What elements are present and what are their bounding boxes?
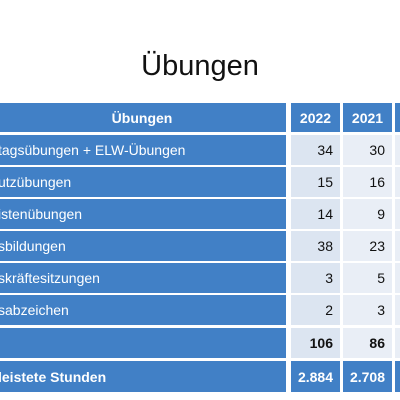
value-cell: 23 bbox=[343, 231, 392, 261]
row-label bbox=[0, 328, 286, 358]
value-cell: 14 bbox=[291, 199, 340, 229]
row-label: istenübungen bbox=[0, 199, 286, 229]
row-label: sbildungen bbox=[0, 231, 286, 261]
value-cell: 86 bbox=[343, 328, 392, 358]
value-cell: 3 bbox=[343, 295, 392, 325]
slide-title: Übungen bbox=[141, 50, 259, 82]
cut-cell bbox=[395, 295, 400, 325]
value-cell: 15 bbox=[291, 167, 340, 197]
value-cell: 2 bbox=[291, 295, 340, 325]
value-cell: 9 bbox=[343, 199, 392, 229]
value-cell: 106 bbox=[291, 328, 340, 358]
row-label: tagsübungen + ELW-Übungen bbox=[0, 135, 286, 165]
value-cell: 3 bbox=[291, 263, 340, 293]
cut-cell bbox=[395, 328, 400, 358]
column-header: 2022 bbox=[291, 103, 340, 132]
column-header bbox=[395, 103, 400, 132]
cut-cell bbox=[395, 199, 400, 229]
cut-cell bbox=[395, 361, 400, 392]
row-label: leistete Stunden bbox=[0, 361, 286, 392]
value-cell: 16 bbox=[343, 167, 392, 197]
cut-cell bbox=[395, 135, 400, 165]
cut-cell bbox=[395, 231, 400, 261]
value-cell: 34 bbox=[291, 135, 340, 165]
value-cell: 2.708 bbox=[343, 361, 392, 392]
value-cell: 5 bbox=[343, 263, 392, 293]
cut-cell bbox=[395, 263, 400, 293]
row-label: sabzeichen bbox=[0, 295, 286, 325]
column-header: Übungen bbox=[0, 103, 286, 132]
value-cell: 30 bbox=[343, 135, 392, 165]
value-cell: 38 bbox=[291, 231, 340, 261]
column-header: 2021 bbox=[343, 103, 392, 132]
value-cell: 2.884 bbox=[291, 361, 340, 392]
row-label: skräftesitzungen bbox=[0, 263, 286, 293]
cut-cell bbox=[395, 167, 400, 197]
row-label: utzübungen bbox=[0, 167, 286, 197]
